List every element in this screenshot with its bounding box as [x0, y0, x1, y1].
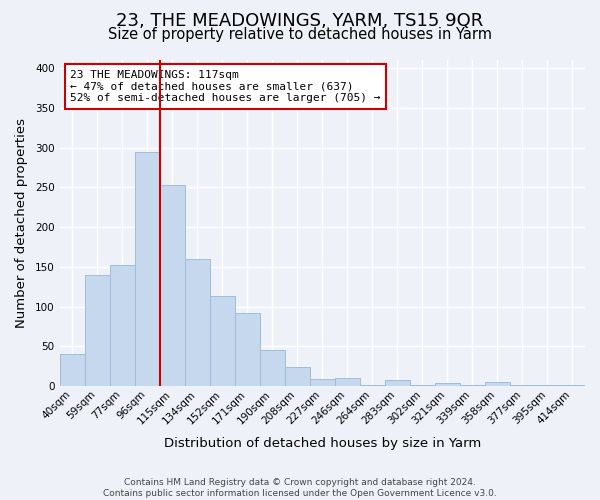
Text: 23 THE MEADOWINGS: 117sqm
← 47% of detached houses are smaller (637)
52% of semi: 23 THE MEADOWINGS: 117sqm ← 47% of detac…: [70, 70, 380, 103]
Bar: [134, 152, 160, 386]
Bar: [360, 384, 385, 386]
Bar: [435, 383, 460, 386]
Text: Size of property relative to detached houses in Yarm: Size of property relative to detached ho…: [108, 28, 492, 42]
Bar: [460, 384, 485, 386]
Bar: [59, 354, 85, 386]
Bar: [209, 296, 235, 386]
Bar: [310, 379, 335, 386]
Bar: [160, 185, 185, 386]
Bar: [510, 384, 535, 386]
Y-axis label: Number of detached properties: Number of detached properties: [15, 118, 28, 328]
Bar: [260, 350, 285, 387]
Bar: [235, 313, 260, 386]
Bar: [410, 384, 435, 386]
Bar: [85, 275, 110, 386]
Bar: [385, 380, 410, 386]
Bar: [560, 384, 585, 386]
Bar: [535, 384, 560, 386]
Bar: [285, 367, 310, 386]
Bar: [185, 259, 209, 386]
Text: 23, THE MEADOWINGS, YARM, TS15 9QR: 23, THE MEADOWINGS, YARM, TS15 9QR: [116, 12, 484, 30]
Bar: [485, 382, 510, 386]
Bar: [335, 378, 360, 386]
Bar: [110, 264, 134, 386]
Text: Contains HM Land Registry data © Crown copyright and database right 2024.
Contai: Contains HM Land Registry data © Crown c…: [103, 478, 497, 498]
X-axis label: Distribution of detached houses by size in Yarm: Distribution of detached houses by size …: [164, 437, 481, 450]
